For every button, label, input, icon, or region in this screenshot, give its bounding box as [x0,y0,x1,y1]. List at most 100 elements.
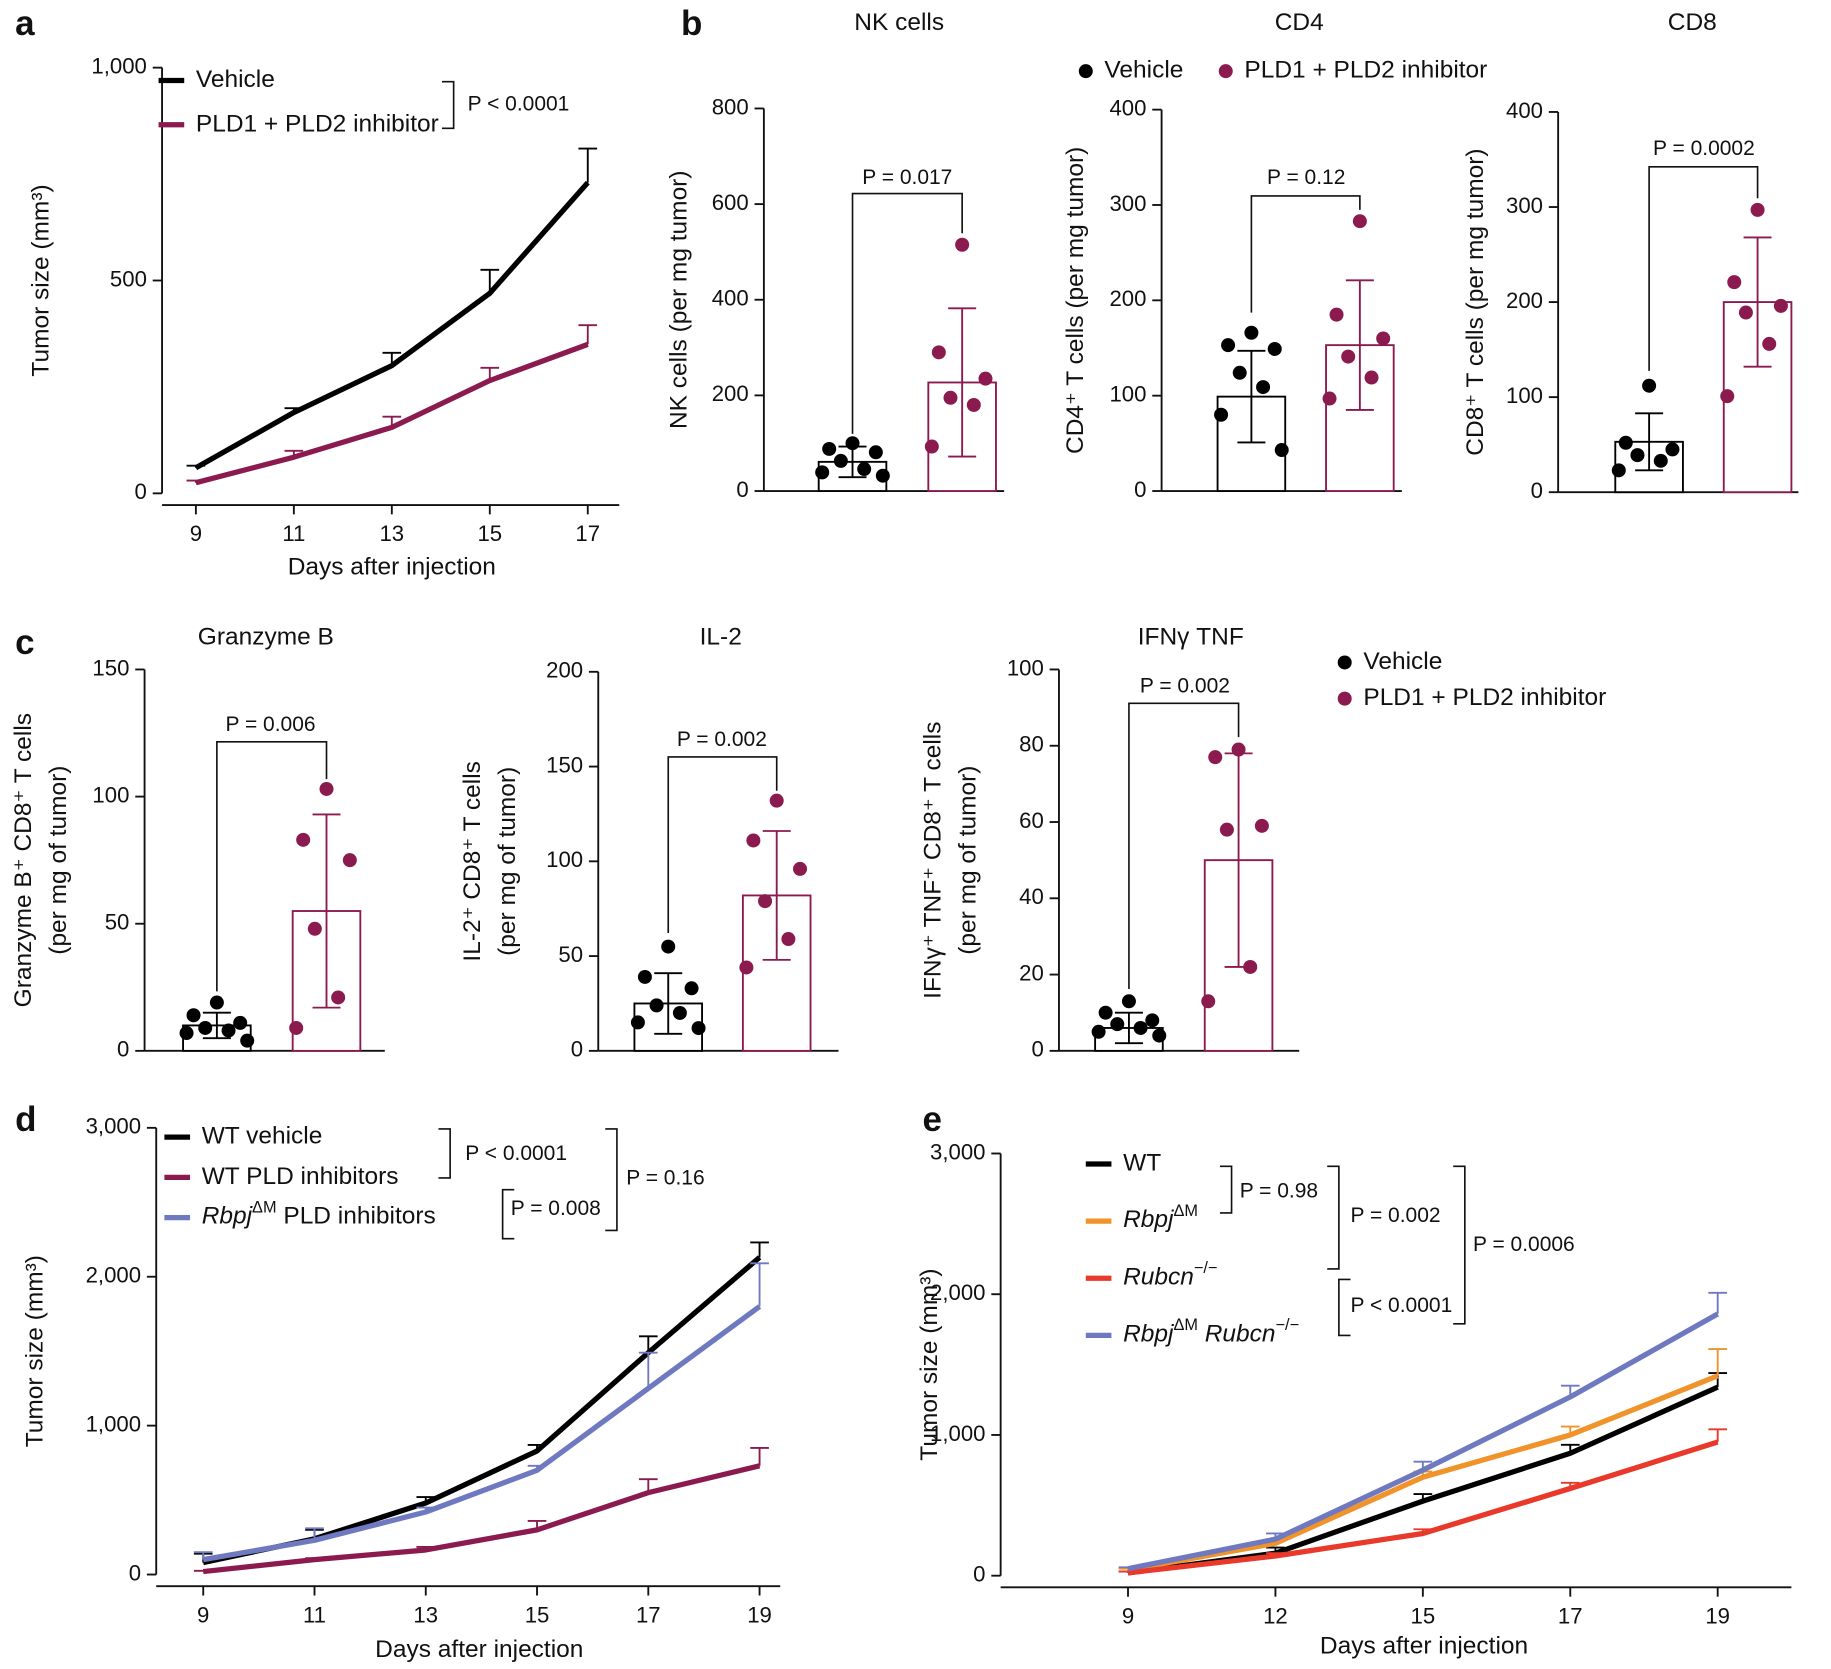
annotation: P < 0.0001 [468,93,570,116]
bracket [605,1128,618,1232]
data-point [1244,325,1259,340]
y-tick-label: 50 [558,942,583,967]
data-point [289,1020,304,1035]
data-point [857,462,872,477]
y-tick-label: 0 [117,1037,129,1062]
error-bar [1635,412,1664,472]
error-bar [1708,1348,1728,1376]
y-tick-label: 0 [1031,1037,1043,1062]
data-point [1322,391,1337,406]
data-point [1364,370,1379,385]
chart-title: NK cells [854,9,944,36]
legend-swatch [1218,64,1233,79]
legend-swatch [1078,64,1093,79]
legend-label-part: PLD inhibitors [277,1203,436,1230]
panel-label: c [15,623,34,662]
data-point [931,345,946,360]
data-point [845,436,860,451]
series-line [1127,1439,1719,1576]
y-axis-label: (per mg of tumor) [494,767,521,956]
legend-label: Vehicle [1363,648,1442,675]
data-point [240,1033,255,1048]
data-point [1750,202,1765,217]
data-point [1341,349,1356,364]
annotation: P = 0.002 [1351,1204,1441,1227]
y-tick-label: 1,000 [930,1421,985,1446]
x-tick-label: 9 [1122,1604,1134,1629]
error-bar [638,1351,658,1389]
data-point [1618,435,1633,450]
x-tick-label: 19 [747,1602,772,1627]
annotation: P = 0.008 [511,1197,601,1220]
x-tick-label: 19 [1705,1604,1730,1629]
error-bar [762,830,791,961]
data-point [209,995,224,1010]
data-point [319,781,334,796]
y-tick-label: 400 [712,286,749,311]
data-point [1214,407,1229,422]
error-bar [1345,279,1374,411]
data-point [1232,365,1247,380]
x-tick-label: 15 [477,521,502,546]
data-point [822,441,837,456]
error-bar [312,813,341,1009]
data-point [1098,1005,1113,1020]
data-point [331,990,346,1005]
panel-label: a [15,4,35,43]
legend-label-part: ΔM [252,1199,277,1217]
x-axis-label: Days after injection [375,1636,583,1663]
y-tick-label: 50 [105,910,130,935]
error-bar [750,1447,769,1466]
data-point [1274,443,1289,458]
legend-label: PLD1 + PLD2 inhibitor [196,110,439,137]
data-point [1611,463,1626,478]
x-tick-label: 17 [636,1602,661,1627]
data-point [672,1005,687,1020]
data-point [978,371,993,386]
y-tick-label: 100 [546,847,583,872]
y-tick-label: 600 [712,190,749,215]
legend-label-part: −/− [1276,1316,1300,1334]
y-tick-label: 60 [1019,808,1044,833]
data-point [1630,448,1645,463]
legend-label: RbpjΔM [1123,1202,1198,1233]
legend-label: PLD1 + PLD2 inhibitor [1244,57,1487,84]
data-point [746,833,761,848]
data-point [233,1015,248,1030]
legend-label: WT [1123,1149,1161,1176]
legend-label-part: Rubcn [1123,1264,1194,1291]
y-axis-label: (per mg of tumor) [955,766,982,955]
data-point [1267,341,1282,356]
data-point [833,453,848,468]
y-tick-label: 800 [712,94,749,119]
error-bar [750,1262,769,1307]
y-tick-label: 3,000 [86,1114,141,1139]
data-point [198,1020,213,1035]
error-bar [1237,349,1266,444]
chart-title: CD4 [1275,9,1324,36]
error-bar [202,1011,231,1040]
y-tick-label: 150 [92,655,129,680]
data-point [1110,1017,1125,1032]
x-tick-label: 13 [413,1602,438,1627]
series-line [194,180,590,471]
y-axis-label: Tumor size (mm³) [22,1255,49,1447]
legend-swatch [1337,691,1352,706]
chart-title: Granzyme B [198,623,334,650]
bracket [667,756,778,934]
x-tick-label: 11 [282,521,305,546]
y-axis-label: CD8⁺ T cells (per mg tumor) [1462,148,1489,455]
data-point [943,390,958,405]
y-tick-label: 200 [546,658,583,683]
annotation: P = 0.0006 [1473,1233,1575,1256]
data-point [1665,442,1680,457]
error-bar [750,1241,769,1258]
x-axis-label: Days after injection [288,553,496,580]
x-tick-label: 13 [379,521,404,546]
data-point [1762,336,1777,351]
bracket [1250,195,1361,313]
data-point [1254,818,1269,833]
error-bar [1708,1291,1728,1314]
y-tick-label: 100 [1007,655,1044,680]
legend-label: WT PLD inhibitors [202,1163,399,1190]
